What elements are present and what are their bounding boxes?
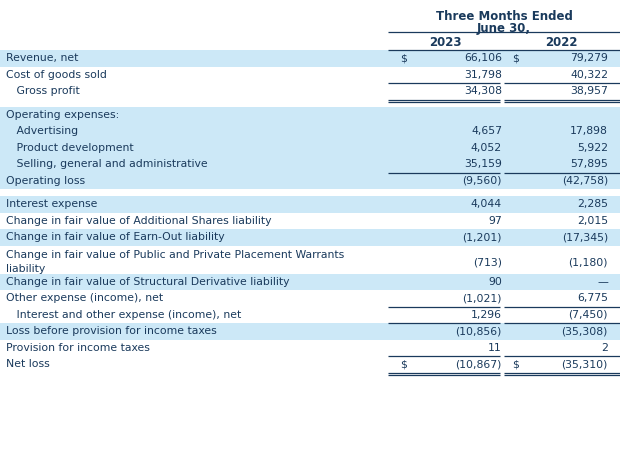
Text: $: $ [512,359,519,369]
Bar [0,140,620,156]
Text: Loss before provision for income taxes: Loss before provision for income taxes [6,326,217,336]
Text: Change in fair value of Public and Private Placement Warrants: Change in fair value of Public and Priva… [6,251,344,261]
Text: $: $ [400,53,407,63]
Text: $: $ [400,359,407,369]
Bar [0,196,620,212]
Text: $: $ [512,53,519,63]
Bar [0,0,620,50]
Text: 97: 97 [489,216,502,226]
Text: Net loss: Net loss [6,359,50,369]
Text: (42,758): (42,758) [562,176,608,186]
Bar [0,107,620,123]
Bar [0,172,620,189]
Text: (9,560): (9,560) [463,176,502,186]
Text: Interest expense: Interest expense [6,199,97,209]
Text: 79,279: 79,279 [570,53,608,63]
Text: Gross profit: Gross profit [6,86,80,96]
Text: 2,285: 2,285 [577,199,608,209]
Text: Operating expenses:: Operating expenses: [6,110,119,120]
Text: 66,106: 66,106 [464,53,502,63]
Text: 11: 11 [489,343,502,353]
Text: 40,322: 40,322 [570,70,608,80]
Bar [0,356,620,372]
Bar [0,306,620,323]
Bar [0,229,620,245]
Text: 2: 2 [601,343,608,353]
Text: 4,657: 4,657 [471,126,502,136]
Text: 31,798: 31,798 [464,70,502,80]
Text: Product development: Product development [6,143,134,153]
Text: Operating loss: Operating loss [6,176,85,186]
Text: Provision for income taxes: Provision for income taxes [6,343,150,353]
Text: —: — [597,277,608,287]
Text: 35,159: 35,159 [464,159,502,169]
Text: Other expense (income), net: Other expense (income), net [6,293,163,303]
Text: Selling, general and administrative: Selling, general and administrative [6,159,208,169]
Text: (1,201): (1,201) [463,232,502,242]
Text: Cost of goods sold: Cost of goods sold [6,70,107,80]
Text: 34,308: 34,308 [464,86,502,96]
Text: (713): (713) [473,258,502,268]
Text: Three Months Ended: Three Months Ended [436,10,572,23]
Text: 6,775: 6,775 [577,293,608,303]
Text: Change in fair value of Additional Shares liability: Change in fair value of Additional Share… [6,216,272,226]
Text: (17,345): (17,345) [562,232,608,242]
Text: Revenue, net: Revenue, net [6,53,78,63]
Text: Change in fair value of Earn-Out liability: Change in fair value of Earn-Out liabili… [6,232,224,242]
Text: 4,044: 4,044 [471,199,502,209]
Bar [0,273,620,290]
Bar [0,212,620,229]
Text: 5,922: 5,922 [577,143,608,153]
Text: (10,867): (10,867) [456,359,502,369]
Text: (10,856): (10,856) [456,326,502,336]
Text: 17,898: 17,898 [570,126,608,136]
Bar [0,83,620,100]
Text: 38,957: 38,957 [570,86,608,96]
Bar [0,50,620,67]
Bar [0,323,620,339]
Text: 1,296: 1,296 [471,310,502,320]
Bar [0,156,620,172]
Text: 2,015: 2,015 [577,216,608,226]
Text: Advertising: Advertising [6,126,78,136]
Bar [0,123,620,140]
Text: (1,180): (1,180) [569,258,608,268]
Text: 2022: 2022 [545,36,577,49]
Text: 2023: 2023 [429,36,461,49]
Text: June 30,: June 30, [477,22,531,35]
Bar [0,245,620,273]
Text: (35,310): (35,310) [562,359,608,369]
Text: 90: 90 [488,277,502,287]
Text: (35,308): (35,308) [562,326,608,336]
Text: (1,021): (1,021) [463,293,502,303]
Text: 4,052: 4,052 [471,143,502,153]
Text: Interest and other expense (income), net: Interest and other expense (income), net [6,310,241,320]
Bar [0,339,620,356]
Text: liability: liability [6,263,45,273]
Text: Change in fair value of Structural Derivative liability: Change in fair value of Structural Deriv… [6,277,290,287]
Bar [0,67,620,83]
Bar [0,100,620,107]
Bar [0,290,620,306]
Text: (7,450): (7,450) [569,310,608,320]
Text: 57,895: 57,895 [570,159,608,169]
Bar [0,189,620,196]
